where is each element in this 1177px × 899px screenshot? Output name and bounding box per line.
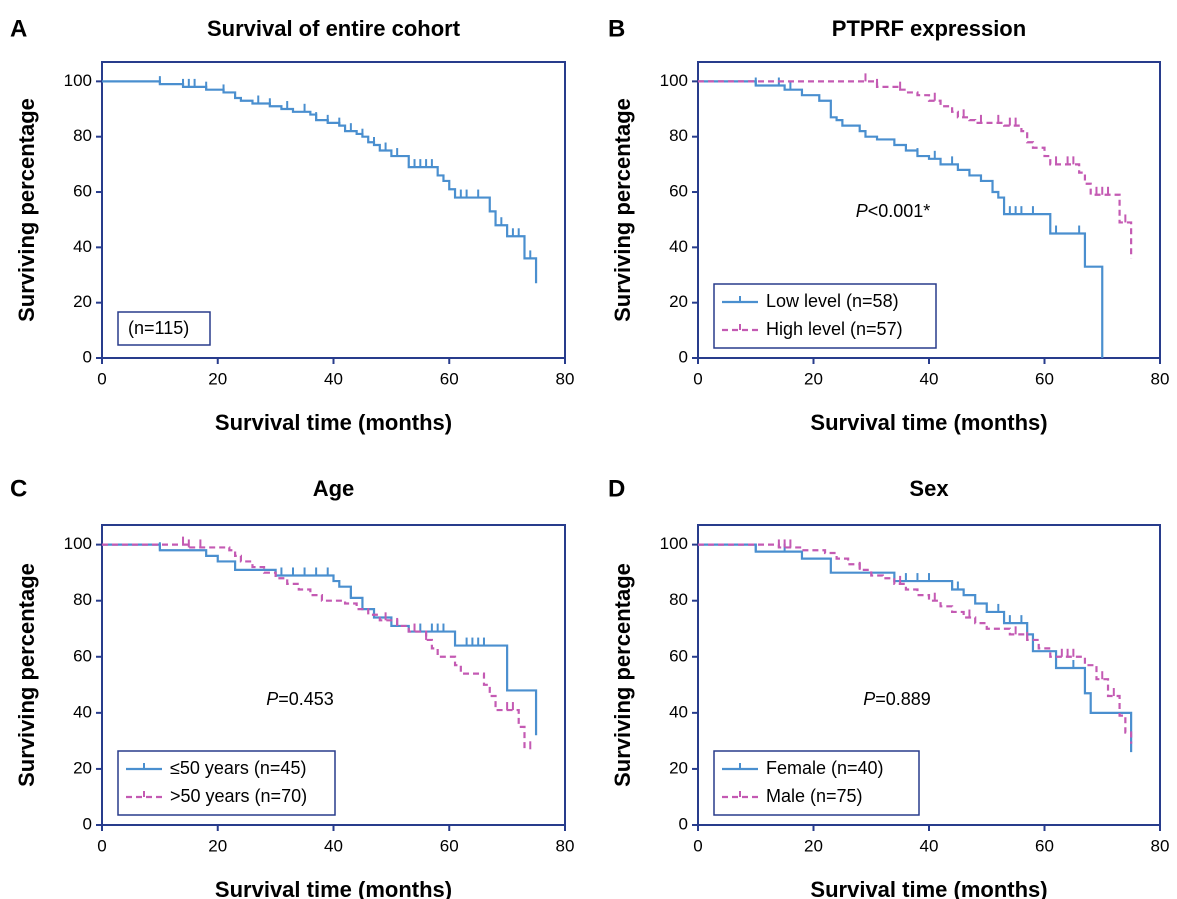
y-axis-label: Surviving percentage bbox=[610, 563, 635, 787]
chart-title: Age bbox=[313, 476, 355, 501]
survival-curve bbox=[698, 543, 1133, 744]
x-tick-label: 0 bbox=[693, 369, 702, 388]
panel-label: D bbox=[608, 475, 625, 502]
x-axis-label: Survival time (months) bbox=[215, 410, 452, 435]
x-tick-label: 0 bbox=[97, 836, 106, 855]
x-axis-label: Survival time (months) bbox=[810, 410, 1047, 435]
panel: B PTPRF expression Survival time (months) S… bbox=[608, 15, 1169, 434]
legend-label: ≤50 years (n=45) bbox=[170, 758, 306, 778]
y-tick-label: 100 bbox=[64, 534, 92, 553]
x-tick-label: 80 bbox=[1151, 836, 1170, 855]
legend-label: High level (n=57) bbox=[766, 319, 903, 339]
x-tick-label: 20 bbox=[804, 369, 823, 388]
y-axis-label: Surviving percentage bbox=[610, 98, 635, 322]
y-tick-label: 80 bbox=[669, 590, 688, 609]
legend-box bbox=[117, 750, 336, 816]
panel: C Age Survival time (months) Surviving perc… bbox=[10, 475, 574, 899]
survival-curve bbox=[102, 543, 526, 750]
y-tick-label: 80 bbox=[73, 590, 92, 609]
x-tick-label: 20 bbox=[208, 836, 227, 855]
note-box bbox=[117, 311, 211, 346]
x-tick-label: 80 bbox=[556, 369, 575, 388]
y-tick-label: 20 bbox=[669, 292, 688, 311]
x-tick-label: 60 bbox=[1035, 369, 1054, 388]
y-tick-label: 80 bbox=[669, 126, 688, 145]
x-tick-label: 0 bbox=[693, 836, 702, 855]
p-text: <0.001* bbox=[868, 201, 931, 221]
p-symbol: P bbox=[856, 201, 868, 221]
y-tick-label: 60 bbox=[669, 182, 688, 201]
x-tick-label: 40 bbox=[324, 369, 343, 388]
y-tick-label: 100 bbox=[64, 71, 92, 90]
y-tick-label: 0 bbox=[83, 814, 92, 833]
p-text: =0.453 bbox=[278, 689, 334, 709]
x-tick-label: 20 bbox=[804, 836, 823, 855]
legend-label: Low level (n=58) bbox=[766, 291, 899, 311]
y-tick-label: 40 bbox=[73, 237, 92, 256]
legend-box bbox=[713, 283, 937, 349]
legend-box bbox=[713, 750, 920, 816]
p-value: P=0.889 bbox=[863, 689, 931, 709]
panel: A Survival of entire cohort Survival time … bbox=[10, 15, 574, 434]
y-tick-label: 40 bbox=[669, 237, 688, 256]
legend-label: Male (n=75) bbox=[766, 786, 863, 806]
y-tick-label: 100 bbox=[660, 71, 688, 90]
y-axis-label: Surviving percentage bbox=[14, 98, 39, 322]
survival-curve bbox=[698, 543, 1133, 753]
x-tick-label: 60 bbox=[440, 369, 459, 388]
y-tick-label: 60 bbox=[73, 646, 92, 665]
y-tick-label: 40 bbox=[669, 702, 688, 721]
y-axis-label: Surviving percentage bbox=[14, 563, 39, 787]
p-symbol: P bbox=[863, 689, 875, 709]
chart-title: PTPRF expression bbox=[832, 16, 1026, 41]
x-axis-label: Survival time (months) bbox=[215, 877, 452, 899]
survival-curve bbox=[102, 80, 538, 284]
y-tick-label: 60 bbox=[669, 646, 688, 665]
y-tick-label: 20 bbox=[669, 758, 688, 777]
legend-label: >50 years (n=70) bbox=[170, 786, 307, 806]
x-axis-label: Survival time (months) bbox=[810, 877, 1047, 899]
chart-title: Survival of entire cohort bbox=[207, 16, 461, 41]
x-tick-label: 60 bbox=[440, 836, 459, 855]
y-tick-label: 20 bbox=[73, 292, 92, 311]
survival-curve bbox=[102, 543, 538, 736]
x-tick-label: 80 bbox=[556, 836, 575, 855]
y-tick-label: 100 bbox=[660, 534, 688, 553]
y-tick-label: 60 bbox=[73, 182, 92, 201]
y-tick-label: 20 bbox=[73, 758, 92, 777]
survival-curve bbox=[698, 80, 1133, 259]
x-tick-label: 40 bbox=[920, 836, 939, 855]
x-tick-label: 20 bbox=[208, 369, 227, 388]
note: (n=115) bbox=[128, 318, 189, 338]
panel-label: A bbox=[10, 15, 27, 42]
y-tick-label: 0 bbox=[679, 814, 688, 833]
chart-title: Sex bbox=[909, 476, 949, 501]
p-text: =0.889 bbox=[875, 689, 931, 709]
x-tick-label: 60 bbox=[1035, 836, 1054, 855]
panel-label: B bbox=[608, 15, 625, 42]
p-value: P<0.001* bbox=[856, 201, 931, 221]
x-tick-label: 40 bbox=[920, 369, 939, 388]
panel-label: C bbox=[10, 475, 27, 502]
x-tick-label: 0 bbox=[97, 369, 106, 388]
survival-curve bbox=[698, 80, 1104, 358]
x-tick-label: 80 bbox=[1151, 369, 1170, 388]
y-tick-label: 0 bbox=[83, 347, 92, 366]
y-tick-label: 80 bbox=[73, 126, 92, 145]
y-tick-label: 40 bbox=[73, 702, 92, 721]
p-value: P=0.453 bbox=[266, 689, 334, 709]
p-symbol: P bbox=[266, 689, 278, 709]
x-tick-label: 40 bbox=[324, 836, 343, 855]
legend-label: Female (n=40) bbox=[766, 758, 884, 778]
panel: D Sex Survival time (months) Surviving perc… bbox=[608, 475, 1169, 899]
y-tick-label: 0 bbox=[679, 347, 688, 366]
